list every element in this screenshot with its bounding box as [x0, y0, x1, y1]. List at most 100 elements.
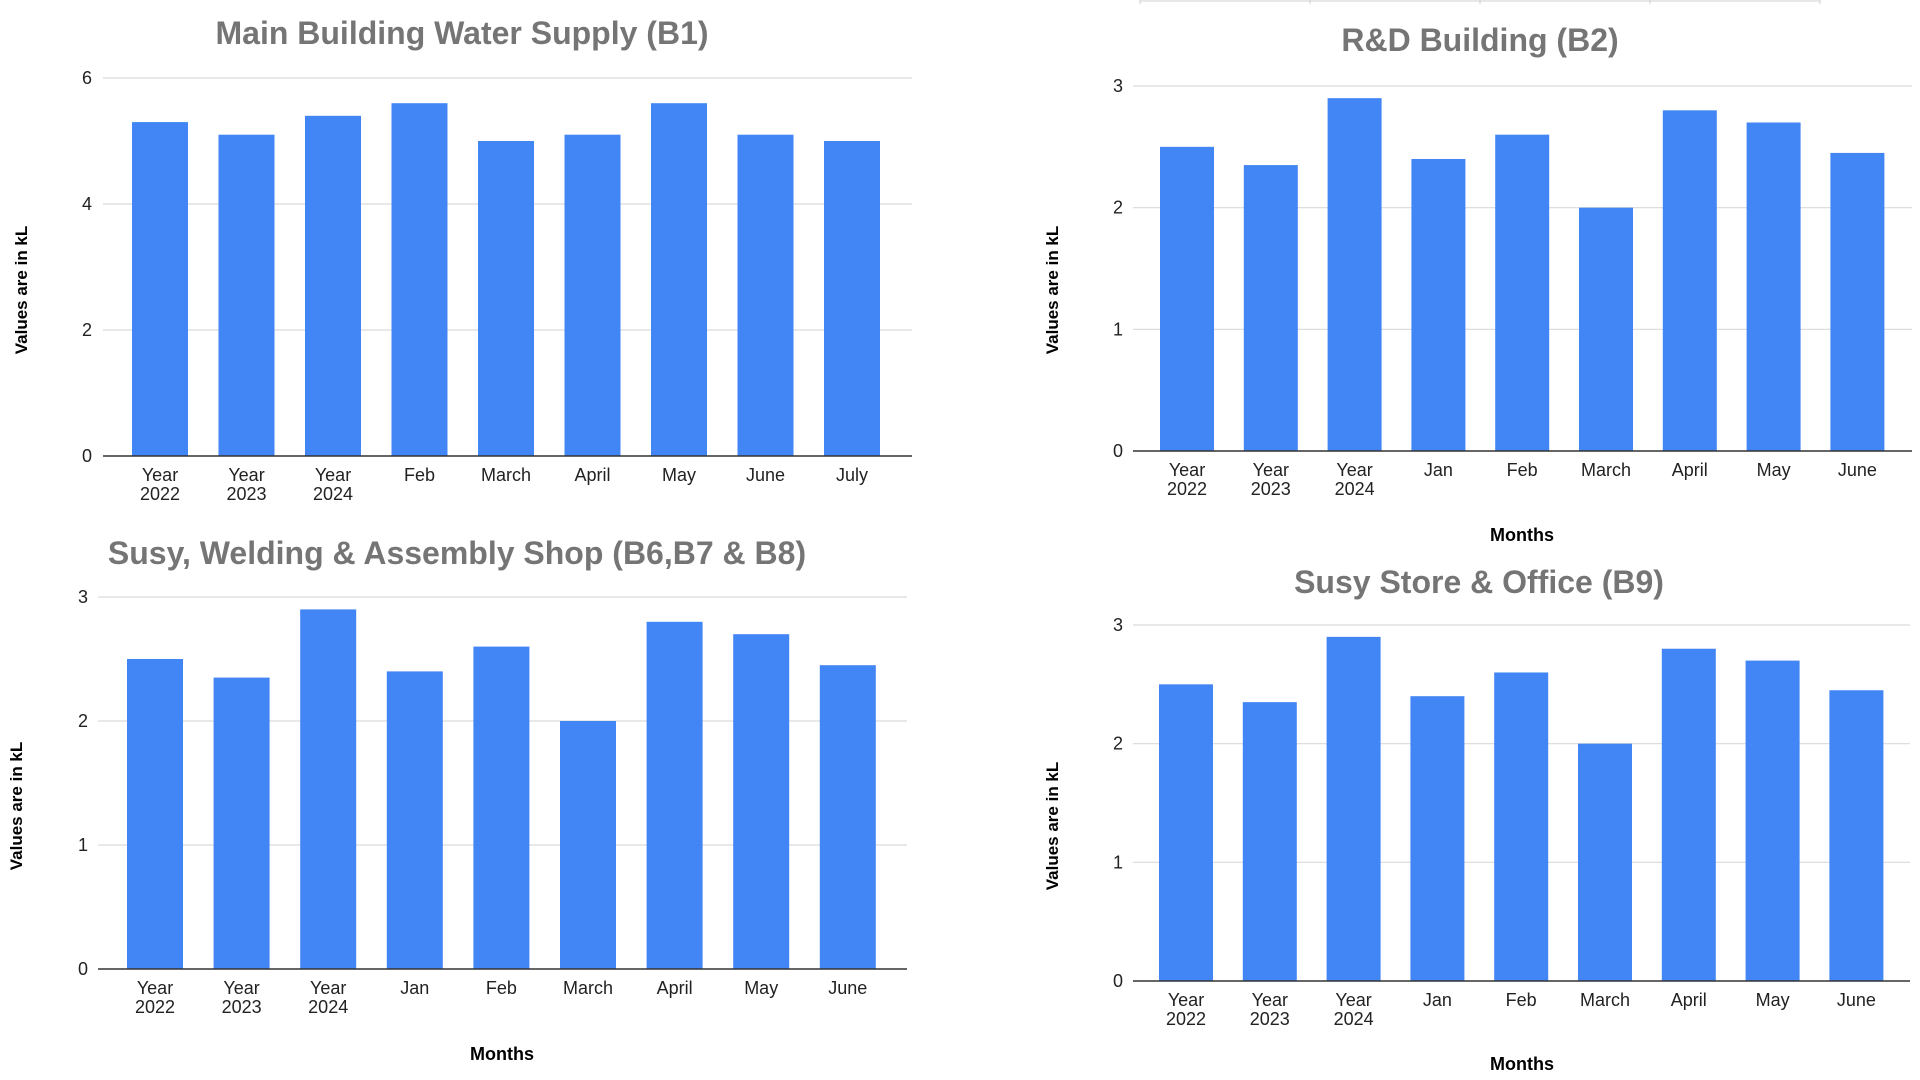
x-tick-label: Feb: [1507, 460, 1538, 480]
y-tick-label: 0: [1113, 441, 1123, 461]
x-tick-label: Year 2024: [1334, 990, 1374, 1029]
bar: [1661, 648, 1716, 981]
bar: [473, 646, 530, 969]
x-tick-label: March: [1581, 460, 1631, 480]
bar: [564, 134, 621, 456]
x-tick-label: June: [746, 465, 785, 485]
x-tick-label: Feb: [404, 465, 435, 485]
plot-area: 0 1 2 3 Year 2022 Year 2023 Year 2024 Jan Feb March A…: [78, 587, 907, 1017]
x-tick-label: June: [1837, 990, 1876, 1010]
bar: [213, 677, 270, 969]
bar: [1242, 702, 1297, 981]
x-tick-label: May: [744, 978, 778, 998]
y-tick-label: 4: [82, 194, 92, 214]
bar: [1495, 134, 1550, 451]
y-axis-label: Values are in kL: [1043, 226, 1062, 355]
x-tick-label: Feb: [486, 978, 517, 998]
y-tick-label: 2: [1113, 734, 1123, 754]
y-tick-label: 1: [1113, 319, 1123, 339]
bar: [560, 721, 616, 969]
bar: [819, 665, 876, 969]
bar: [218, 134, 275, 456]
plot-area: 0 1 2 3 Year 2022 Year 2023 Year 2024 Jan Feb March A…: [1113, 615, 1910, 1029]
x-tick-label: Year 2023: [1251, 460, 1291, 499]
chart-title: Main Building Water Supply (B1): [215, 15, 708, 51]
x-tick-label: March: [481, 465, 531, 485]
x-tick-label: Year 2023: [226, 465, 266, 504]
y-tick-label: 1: [78, 835, 88, 855]
bar: [300, 609, 357, 969]
bar: [1327, 98, 1382, 452]
y-tick-label: 0: [82, 446, 92, 466]
x-tick-label: Feb: [1506, 990, 1537, 1010]
bar: [1662, 110, 1717, 451]
x-tick-label: June: [1838, 460, 1877, 480]
bar: [737, 134, 794, 456]
x-tick-label: April: [574, 465, 610, 485]
bar: [1494, 672, 1549, 981]
bar: [824, 141, 880, 456]
y-tick-label: 0: [78, 959, 88, 979]
y-tick-label: 6: [82, 68, 92, 88]
bar: [132, 122, 188, 456]
bar: [478, 141, 534, 456]
x-tick-label: May: [662, 465, 696, 485]
y-tick-label: 2: [1113, 198, 1123, 218]
x-tick-label: Year 2022: [140, 465, 180, 504]
y-tick-label: 2: [78, 711, 88, 731]
x-axis-label: Months: [1490, 1054, 1554, 1074]
y-tick-label: 1: [1113, 852, 1123, 872]
bar: [651, 103, 707, 456]
x-tick-label: April: [1672, 460, 1708, 480]
bar: [1411, 159, 1466, 451]
x-tick-label: Jan: [1423, 990, 1452, 1010]
bar: [1410, 696, 1465, 981]
chart-store-office: Susy Store & Office (B9) Values are in k…: [1043, 564, 1910, 1074]
chart-title: Susy Store & Office (B9): [1294, 564, 1664, 600]
bar: [1579, 207, 1633, 451]
bar: [1745, 660, 1800, 981]
plot-area: 0 2 4 6 Year 2022 Year 2023 Year 2024 Feb March Apri…: [82, 68, 912, 504]
bar: [1829, 690, 1884, 981]
bar: [1326, 636, 1381, 981]
bar: [1160, 146, 1214, 452]
y-tick-label: 2: [82, 320, 92, 340]
x-tick-label: July: [836, 465, 868, 485]
x-tick-label: Year 2024: [313, 465, 353, 504]
bar: [733, 634, 790, 969]
bar: [1243, 165, 1298, 452]
bar: [127, 659, 183, 969]
x-tick-label: Year 2024: [308, 978, 348, 1017]
x-tick-label: June: [828, 978, 867, 998]
x-tick-label: March: [1580, 990, 1630, 1010]
y-tick-label: 0: [1113, 971, 1123, 991]
x-tick-label: Year 2022: [135, 978, 175, 1017]
chart-title: Susy, Welding & Assembly Shop (B6,B7 & B…: [108, 535, 806, 571]
bar: [305, 115, 361, 457]
x-tick-label: May: [1757, 460, 1791, 480]
x-tick-label: April: [657, 978, 693, 998]
x-tick-label: Year 2022: [1167, 460, 1207, 499]
y-axis-label: Values are in kL: [12, 226, 31, 355]
x-tick-label: Year 2024: [1335, 460, 1375, 499]
x-tick-label: March: [563, 978, 613, 998]
x-tick-label: May: [1756, 990, 1790, 1010]
y-axis-label: Values are in kL: [7, 742, 26, 871]
x-tick-label: Year 2023: [222, 978, 262, 1017]
chart-title: R&D Building (B2): [1341, 22, 1618, 58]
y-tick-label: 3: [78, 587, 88, 607]
chart-main-building: Main Building Water Supply (B1) Values a…: [12, 15, 912, 504]
y-axis-label: Values are in kL: [1043, 762, 1062, 891]
x-axis-label: Months: [470, 1044, 534, 1064]
y-tick-label: 3: [1113, 615, 1123, 635]
top-edge-rule: [1139, 0, 1821, 4]
chart-welding-assembly: Susy, Welding & Assembly Shop (B6,B7 & B…: [7, 535, 907, 1064]
x-tick-label: Year 2023: [1250, 990, 1290, 1029]
chart-rnd-building: R&D Building (B2) Values are in kL Month…: [1043, 22, 1912, 545]
plot-area: 0 1 2 3 Year 2022 Year 2023 Year 2024 Jan Feb March A…: [1113, 76, 1912, 499]
x-tick-label: Year 2022: [1166, 990, 1206, 1029]
bar: [391, 103, 448, 456]
x-tick-label: April: [1671, 990, 1707, 1010]
bar: [1746, 122, 1801, 451]
